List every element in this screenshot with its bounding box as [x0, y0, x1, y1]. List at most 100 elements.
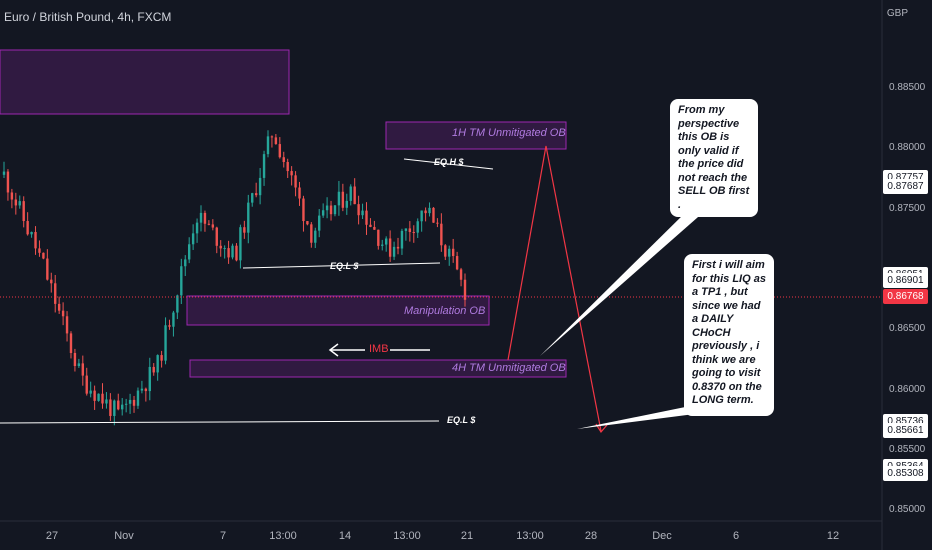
candle-body — [219, 245, 222, 249]
candle-body — [251, 193, 254, 203]
time-tick: 13:00 — [269, 530, 297, 542]
candle-body — [121, 404, 124, 410]
candle-body — [321, 210, 325, 216]
callout-liq-target: First i will aim for this LIQ as a TP1 ,… — [684, 254, 774, 416]
eql-mid-line — [242, 262, 441, 269]
candle-body — [34, 231, 37, 249]
candle-body — [85, 375, 88, 394]
candle-body — [184, 259, 187, 267]
candle-body — [50, 279, 53, 284]
candle-body — [388, 238, 392, 257]
candle-body — [101, 393, 104, 404]
candle-body — [235, 245, 238, 261]
candle-body — [294, 175, 297, 188]
candle-body — [286, 162, 289, 172]
candle-body — [124, 403, 128, 405]
candle-body — [18, 201, 21, 206]
callout-ob-validity: From my perspective this OB is only vali… — [670, 99, 758, 217]
candle-body — [38, 248, 41, 253]
candle-body — [152, 366, 155, 373]
current-price-tag: 0.86768 — [883, 289, 928, 305]
candle-body — [26, 221, 29, 235]
candle-body — [396, 246, 400, 249]
candle-body — [432, 207, 435, 223]
ob-1h-label: 1H TM Unmitigated OB — [452, 127, 566, 139]
candle-body — [428, 207, 431, 214]
price-tick: 0.88500 — [889, 81, 926, 93]
candle-body — [412, 232, 415, 234]
candle-body — [436, 222, 439, 224]
candle-body — [329, 205, 333, 215]
candle-body — [81, 363, 85, 376]
candle-body — [61, 310, 65, 317]
candle-body — [93, 390, 96, 401]
candle-body — [97, 393, 100, 401]
ob-1h-zone — [385, 121, 567, 150]
candle-body — [404, 228, 408, 231]
candle-body — [231, 245, 234, 258]
candle-body — [132, 399, 136, 406]
candle-body — [6, 171, 10, 193]
time-tick: 7 — [219, 530, 227, 542]
candle-body — [54, 283, 57, 304]
candle-body — [392, 246, 396, 257]
candle-body — [211, 224, 215, 228]
price-tag: 0.87687 — [883, 178, 928, 194]
candle-body — [357, 204, 360, 216]
manipulation-ob-zone — [186, 295, 490, 326]
candle-body — [400, 230, 404, 249]
time-tick: Dec — [652, 530, 672, 542]
candle-body — [199, 212, 203, 223]
candle-body — [2, 171, 6, 175]
candle-body — [105, 399, 108, 404]
candle-body — [463, 279, 467, 300]
candle-body — [69, 333, 73, 354]
candle-body — [207, 223, 211, 225]
candle-body — [254, 193, 258, 196]
projected-path — [507, 145, 602, 432]
supply-zone-top — [0, 49, 290, 115]
time-tick: 28 — [584, 530, 598, 542]
candle-body — [113, 400, 116, 416]
candle-body — [160, 355, 163, 361]
candle-body — [302, 198, 305, 222]
candle-body — [243, 227, 246, 233]
eqh-label: EQ.H $ — [434, 157, 464, 167]
candle-body — [282, 157, 285, 163]
price-tag: 0.85661 — [883, 423, 928, 439]
candle-body — [30, 231, 33, 235]
candle-body — [77, 363, 81, 367]
ob-4h-zone — [189, 359, 567, 378]
ob-4h-label: 4H TM Unmitigated OB — [452, 362, 566, 374]
candle-body — [140, 388, 144, 391]
candle-body — [14, 199, 18, 206]
candle-body — [306, 221, 309, 225]
price-tick: 0.88000 — [889, 142, 926, 154]
time-tick: 13:00 — [516, 530, 544, 542]
candle-body — [223, 248, 226, 250]
candle-body — [227, 248, 230, 258]
candle-body — [408, 228, 412, 233]
candle-body — [278, 144, 282, 158]
candle-body — [128, 399, 132, 404]
candle-body — [314, 230, 317, 243]
candle-body — [195, 222, 199, 234]
eql-low-line — [0, 420, 440, 424]
candle-body — [65, 316, 69, 334]
price-tag: 0.85308 — [883, 465, 928, 481]
currency-label: GBP — [886, 8, 908, 19]
candles — [2, 130, 467, 426]
time-tick: Nov — [114, 530, 134, 542]
candle-body — [416, 221, 419, 233]
candle-body — [455, 256, 459, 270]
eql-low-label: EQ.L $ — [447, 415, 476, 425]
time-tick: 21 — [460, 530, 474, 542]
imb-arrow-head — [328, 343, 339, 357]
candle-body — [325, 205, 329, 211]
candle-body — [270, 136, 274, 138]
candle-body — [444, 245, 447, 257]
candle-body — [109, 399, 112, 416]
candle-body — [73, 353, 77, 367]
candle-body — [144, 388, 148, 392]
